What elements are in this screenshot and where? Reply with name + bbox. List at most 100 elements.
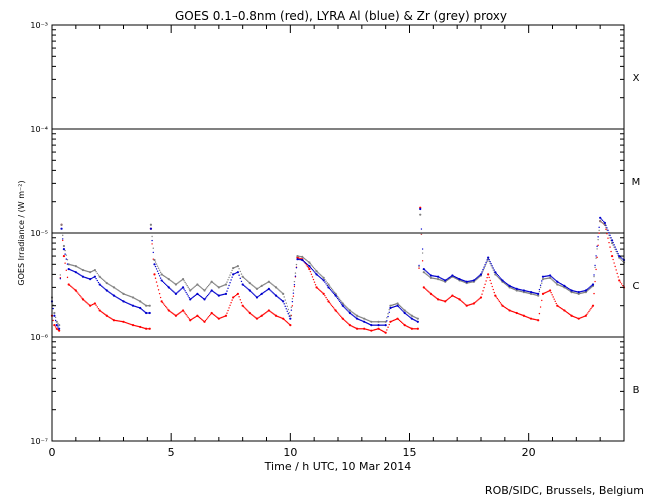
trace-dot-goes bbox=[71, 286, 73, 288]
trace-dot-lyra_zr bbox=[326, 282, 328, 284]
trace-dot-lyra_al bbox=[143, 310, 145, 313]
trace-dot-lyra_al bbox=[372, 324, 375, 326]
trace-dot-goes bbox=[333, 308, 336, 310]
trace-dot-goes bbox=[156, 285, 159, 287]
trace-dot-goes bbox=[263, 313, 265, 315]
trace-dot-lyra_zr bbox=[117, 289, 119, 291]
trace-dot-lyra_al bbox=[420, 228, 423, 230]
trace-dot-lyra_al bbox=[111, 293, 113, 295]
trace-dot-goes bbox=[87, 303, 89, 305]
trace-dot-goes bbox=[318, 289, 321, 291]
data-point-goes bbox=[148, 327, 151, 330]
trace-dot-lyra_al bbox=[317, 275, 320, 277]
trace-dot-lyra_al bbox=[159, 277, 162, 279]
trace-dot-lyra_zr bbox=[426, 273, 428, 276]
trace-dot-lyra_zr bbox=[386, 317, 388, 319]
trace-dot-goes bbox=[622, 284, 624, 287]
trace-dot-lyra_al bbox=[612, 241, 614, 244]
trace-dot-lyra_zr bbox=[309, 263, 312, 265]
data-point-lyra_al bbox=[236, 271, 239, 274]
trace-dot-lyra_al bbox=[77, 272, 79, 275]
trace-dot-goes bbox=[114, 319, 116, 322]
trace-dot-lyra_al bbox=[286, 310, 288, 312]
data-point-goes bbox=[355, 327, 359, 330]
data-point-lyra_al bbox=[618, 254, 621, 258]
trace-dot-lyra_al bbox=[318, 276, 321, 278]
trace-dot-lyra_al bbox=[253, 293, 255, 296]
trace-dot-goes bbox=[486, 276, 488, 279]
trace-dot-lyra_zr bbox=[161, 274, 164, 276]
trace-dot-lyra_al bbox=[276, 295, 278, 298]
trace-dot-goes bbox=[541, 299, 543, 302]
trace-dot-lyra_al bbox=[352, 314, 354, 317]
trace-dot-lyra_al bbox=[234, 272, 237, 274]
trace-dot-lyra_al bbox=[292, 292, 295, 294]
trace-dot-goes bbox=[557, 305, 559, 308]
trace-dot-lyra_zr bbox=[284, 299, 286, 301]
trace-dot-lyra_al bbox=[478, 275, 480, 277]
trace-dot-lyra_zr bbox=[291, 298, 294, 300]
trace-dot-lyra_zr bbox=[209, 282, 212, 284]
trace-dot-lyra_al bbox=[345, 308, 347, 310]
data-point-goes bbox=[58, 329, 61, 332]
trace-dot-lyra_zr bbox=[146, 304, 149, 307]
trace-dot-lyra_zr bbox=[484, 265, 486, 267]
trace-dot-goes bbox=[118, 320, 120, 322]
trace-dot-goes bbox=[426, 289, 428, 291]
trace-dot-goes bbox=[399, 320, 402, 323]
trace-dot-lyra_zr bbox=[495, 274, 498, 277]
trace-dot-goes bbox=[242, 306, 245, 308]
trace-dot-goes bbox=[326, 298, 328, 301]
data-point-goes bbox=[327, 300, 330, 303]
trace-dot-goes bbox=[77, 292, 79, 294]
trace-dot-lyra_al bbox=[565, 286, 568, 288]
trace-dot-goes bbox=[445, 299, 447, 302]
trace-dot-goes bbox=[293, 285, 296, 288]
trace-dot-goes bbox=[498, 300, 501, 303]
trace-dot-goes bbox=[489, 279, 491, 282]
trace-dot-lyra_zr bbox=[226, 281, 228, 283]
trace-dot-lyra_al bbox=[587, 288, 589, 290]
trace-dot-goes bbox=[499, 302, 502, 304]
data-point-lyra_zr bbox=[203, 289, 206, 292]
y-tick-label: 10⁻³ bbox=[30, 21, 48, 30]
trace-dot-goes bbox=[69, 284, 71, 287]
trace-dot-goes bbox=[344, 319, 346, 322]
trace-dot-goes bbox=[449, 296, 452, 298]
trace-dot-lyra_zr bbox=[347, 307, 349, 310]
trace-dot-goes bbox=[312, 278, 315, 281]
trace-dot-lyra_al bbox=[141, 308, 143, 311]
trace-dot-goes bbox=[197, 315, 200, 318]
data-point-goes bbox=[549, 289, 552, 292]
trace-dot-lyra_zr bbox=[425, 273, 427, 275]
trace-dot-lyra_zr bbox=[373, 321, 376, 323]
trace-dot-lyra_al bbox=[427, 272, 429, 274]
trace-dot-lyra_zr bbox=[170, 279, 172, 282]
trace-dot-lyra_al bbox=[252, 292, 254, 295]
trace-dot-lyra_zr bbox=[78, 267, 80, 269]
trace-dot-lyra_al bbox=[311, 268, 314, 271]
trace-dot-lyra_zr bbox=[589, 287, 591, 290]
trace-dot-lyra_zr bbox=[620, 259, 623, 261]
trace-dot-goes bbox=[163, 304, 166, 306]
trace-dot-goes bbox=[481, 293, 483, 295]
trace-dot-lyra_zr bbox=[293, 280, 296, 283]
trace-dot-lyra_zr bbox=[187, 286, 189, 288]
trace-dot-lyra_al bbox=[78, 273, 80, 275]
trace-dot-goes bbox=[270, 311, 272, 313]
trace-dot-lyra_zr bbox=[257, 287, 259, 289]
trace-dot-lyra_al bbox=[615, 248, 617, 251]
data-point-lyra_al bbox=[181, 286, 185, 289]
trace-dot-lyra_zr bbox=[231, 269, 233, 272]
trace-dot-lyra_zr bbox=[154, 261, 157, 263]
data-point-lyra_al bbox=[224, 292, 228, 295]
data-point-lyra_al bbox=[203, 298, 206, 301]
trace-dot-lyra_zr bbox=[250, 283, 252, 285]
series-goes bbox=[50, 206, 626, 334]
trace-dot-lyra_zr bbox=[492, 269, 494, 271]
data-point-lyra_zr bbox=[327, 283, 330, 286]
trace-dot-lyra_zr bbox=[503, 282, 506, 285]
trace-dot-goes bbox=[475, 301, 477, 303]
trace-dot-lyra_zr bbox=[240, 273, 243, 275]
data-point-lyra_al bbox=[419, 207, 422, 211]
